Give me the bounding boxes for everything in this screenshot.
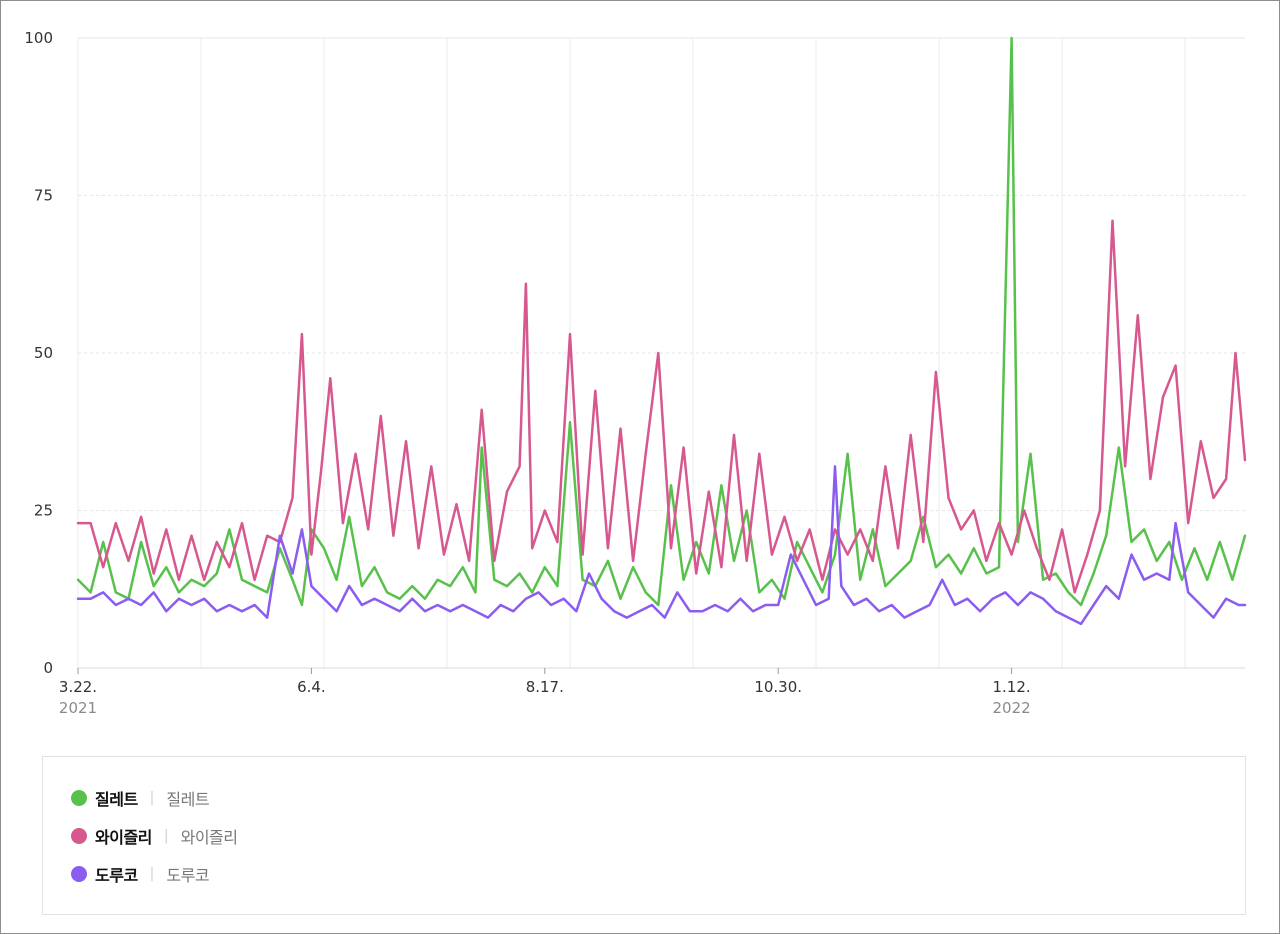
legend-separator: | xyxy=(149,866,155,882)
y-tick-label: 50 xyxy=(34,344,53,362)
legend-separator: | xyxy=(163,828,169,844)
series-0 xyxy=(76,36,1247,607)
series-line[interactable] xyxy=(76,465,1247,626)
series-line[interactable] xyxy=(76,219,1247,594)
x-year-label: 2021 xyxy=(59,699,97,717)
series-2 xyxy=(76,465,1247,626)
x-tick-label: 6.4. xyxy=(297,678,326,696)
series-line[interactable] xyxy=(76,36,1247,607)
legend-color-dot xyxy=(71,790,87,806)
legend-series-name: 도루코 xyxy=(95,866,138,885)
x-tick-label: 10.30. xyxy=(754,678,802,696)
series-1 xyxy=(76,219,1247,594)
legend-item[interactable]: 와이즐리 | 와이즐리 xyxy=(71,824,238,848)
x-year-label: 2022 xyxy=(993,699,1031,717)
x-tick-label: 3.22. xyxy=(59,678,97,696)
legend-color-dot xyxy=(71,828,87,844)
x-tick-label: 8.17. xyxy=(526,678,564,696)
legend-search-term: 와이즐리 xyxy=(180,828,238,847)
legend-search-term: 도루코 xyxy=(166,866,210,885)
legend-series-name: 질레트 xyxy=(95,790,138,809)
legend-separator: | xyxy=(149,790,155,806)
trend-line-chart: 100 75 50 25 0 3.22. 2021 6.4. 8.17. 10.30. 1.12.… xyxy=(24,29,1247,717)
legend-search-term: 질레트 xyxy=(166,790,210,809)
legend-series-name: 와이즐리 xyxy=(95,828,152,847)
series-lines xyxy=(76,36,1247,626)
legend-item[interactable]: 질레트 | 질레트 xyxy=(71,786,210,810)
legend-color-dot xyxy=(71,866,87,882)
x-tick-label: 1.12. xyxy=(993,678,1031,696)
y-tick-label: 75 xyxy=(34,187,53,205)
y-axis: 100 75 50 25 0 xyxy=(24,29,53,677)
y-tick-label: 100 xyxy=(24,29,53,47)
y-tick-label: 0 xyxy=(43,659,53,677)
legend-item[interactable]: 도루코 | 도루코 xyxy=(71,862,210,886)
y-tick-label: 25 xyxy=(34,502,53,520)
x-axis: 3.22. 2021 6.4. 8.17. 10.30. 1.12. 2022 xyxy=(59,668,1031,717)
